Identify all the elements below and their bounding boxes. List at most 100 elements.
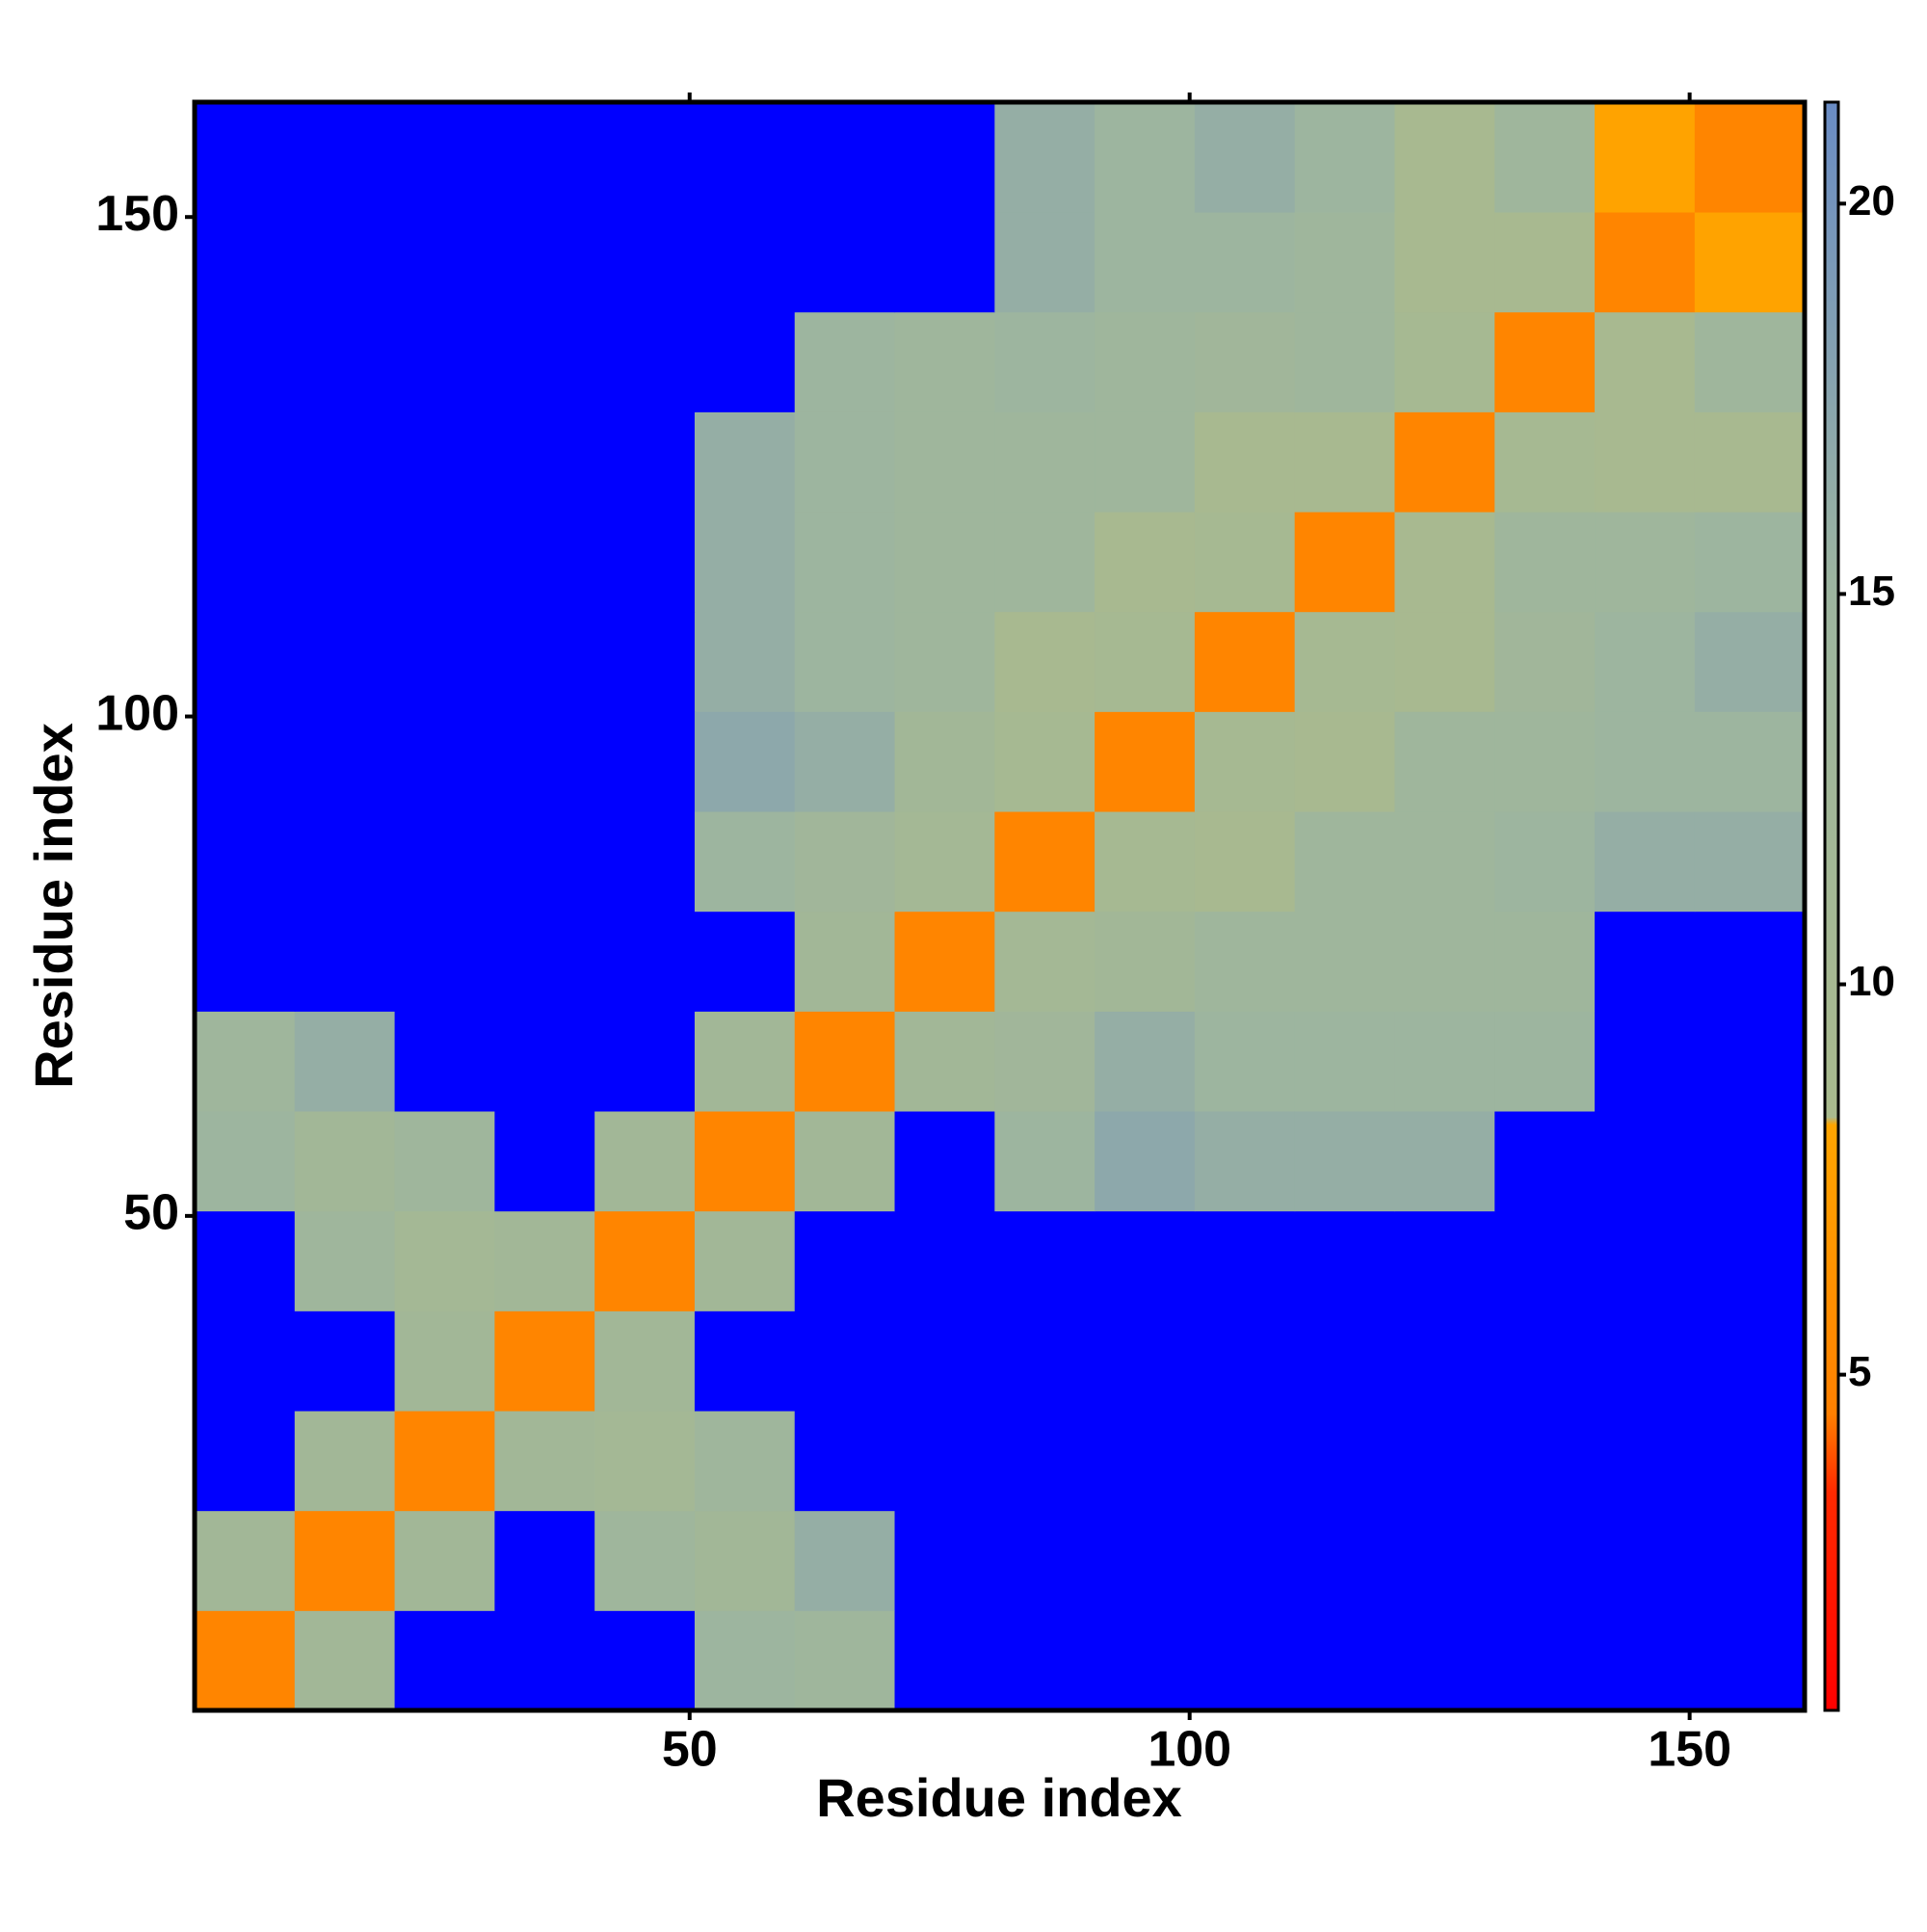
- heatmap-cell: [794, 1011, 896, 1112]
- heatmap-cell: [894, 1011, 995, 1112]
- heatmap-cell: [794, 911, 896, 1012]
- heatmap-cell: [1494, 611, 1596, 712]
- heatmap-cell: [195, 1310, 296, 1412]
- heatmap-cell: [1294, 1510, 1395, 1611]
- heatmap-cell: [994, 911, 1095, 1012]
- heatmap-cell: [394, 1411, 495, 1512]
- heatmap-cell: [1595, 102, 1696, 213]
- heatmap-cell: [894, 512, 995, 613]
- heatmap-cell: [1095, 1111, 1196, 1212]
- heatmap-cell: [1095, 1510, 1196, 1611]
- heatmap-cell: [1194, 1411, 1296, 1512]
- heatmap-cell: [1694, 811, 1806, 913]
- colorbar: [1823, 100, 1840, 1712]
- heatmap-cell: [894, 1210, 995, 1311]
- heatmap-cell: [994, 1411, 1095, 1512]
- heatmap-cell: [1194, 611, 1296, 712]
- heatmap-cell: [394, 311, 495, 412]
- heatmap-cell: [1595, 1510, 1696, 1611]
- y-axis-title: Residue index: [23, 723, 84, 1089]
- heatmap-cell: [1494, 711, 1596, 812]
- heatmap-cell: [1294, 611, 1395, 712]
- heatmap-cell: [1394, 611, 1495, 712]
- heatmap-cell: [294, 311, 396, 412]
- heatmap-cell: [1494, 1011, 1596, 1112]
- heatmap-cell: [1095, 711, 1196, 812]
- heatmap-cell: [1194, 1011, 1296, 1112]
- heatmap-cell: [394, 512, 495, 613]
- heatmap-cell: [1595, 1411, 1696, 1512]
- heatmap-cell: [1095, 102, 1196, 213]
- heatmap-cell: [294, 611, 396, 712]
- heatmap-cell: [894, 311, 995, 412]
- heatmap-cell: [994, 1610, 1095, 1711]
- heatmap-cell: [894, 1111, 995, 1212]
- heatmap-cell: [1694, 1610, 1806, 1711]
- heatmap-cell: [1394, 1111, 1495, 1212]
- heatmap-cell: [594, 911, 696, 1012]
- heatmap-cell: [894, 212, 995, 313]
- heatmap-cell: [994, 711, 1095, 812]
- heatmap-cell: [1294, 102, 1395, 213]
- heatmap-cell: [994, 811, 1095, 913]
- heatmap-cell: [1394, 311, 1495, 412]
- heatmap-cell: [394, 811, 495, 913]
- heatmap-cell: [494, 1111, 595, 1212]
- heatmap-cell: [1095, 1610, 1196, 1711]
- heatmap-cell: [1095, 411, 1196, 513]
- colorbar-tick-label: 5: [1848, 1348, 1871, 1395]
- heatmap-cell: [195, 1610, 296, 1711]
- heatmap-cell: [1494, 1111, 1596, 1212]
- heatmap-cell: [994, 102, 1095, 213]
- heatmap-cell: [594, 411, 696, 513]
- heatmap-cell: [1294, 411, 1395, 513]
- heatmap-cell: [994, 311, 1095, 412]
- heatmap-cell: [994, 1510, 1095, 1611]
- heatmap-cell: [1095, 512, 1196, 613]
- heatmap-cell: [1294, 1610, 1395, 1711]
- heatmap-cell: [494, 212, 595, 313]
- heatmap-cell: [1194, 1111, 1296, 1212]
- heatmap-cell: [394, 1111, 495, 1212]
- heatmap-cell: [1694, 911, 1806, 1012]
- heatmap-cell: [494, 911, 595, 1012]
- heatmap-cell: [1394, 711, 1495, 812]
- heatmap-cell: [494, 311, 595, 412]
- heatmap-cell: [494, 411, 595, 513]
- heatmap-cell: [195, 1411, 296, 1512]
- heatmap-cell: [294, 1610, 396, 1711]
- heatmap-cell: [994, 1310, 1095, 1412]
- heatmap-cell: [494, 811, 595, 913]
- heatmap-cell: [794, 1210, 896, 1311]
- x-tick-label: 100: [1148, 1722, 1231, 1778]
- heatmap-cell: [994, 1111, 1095, 1212]
- heatmap-cell: [1595, 512, 1696, 613]
- heatmap-cell: [594, 1510, 696, 1611]
- heatmap-cell: [694, 411, 796, 513]
- heatmap-cell: [1394, 1510, 1495, 1611]
- heatmap-cell: [1194, 1610, 1296, 1711]
- heatmap-cell: [394, 212, 495, 313]
- heatmap-cell: [1494, 411, 1596, 513]
- heatmap-cell: [894, 102, 995, 213]
- heatmap-cell: [694, 311, 796, 412]
- heatmap-cell: [1694, 411, 1806, 513]
- heatmap-cell: [1494, 1510, 1596, 1611]
- heatmap-cell: [294, 1011, 396, 1112]
- heatmap-cell: [994, 1210, 1095, 1311]
- heatmap-cell: [1694, 212, 1806, 313]
- heatmap-cell: [1294, 1111, 1395, 1212]
- heatmap-cell: [694, 1111, 796, 1212]
- heatmap-cell: [1494, 811, 1596, 913]
- heatmap-cell: [494, 1411, 595, 1512]
- heatmap-cell: [1595, 1111, 1696, 1212]
- heatmap-cell: [1194, 1510, 1296, 1611]
- heatmap-cell: [794, 711, 896, 812]
- heatmap-cell: [1595, 1210, 1696, 1311]
- heatmap-cell: [394, 1210, 495, 1311]
- heatmap-cell: [594, 1411, 696, 1512]
- heatmap-cell: [1595, 711, 1696, 812]
- heatmap-cell: [1595, 1310, 1696, 1412]
- heatmap-cell: [694, 811, 796, 913]
